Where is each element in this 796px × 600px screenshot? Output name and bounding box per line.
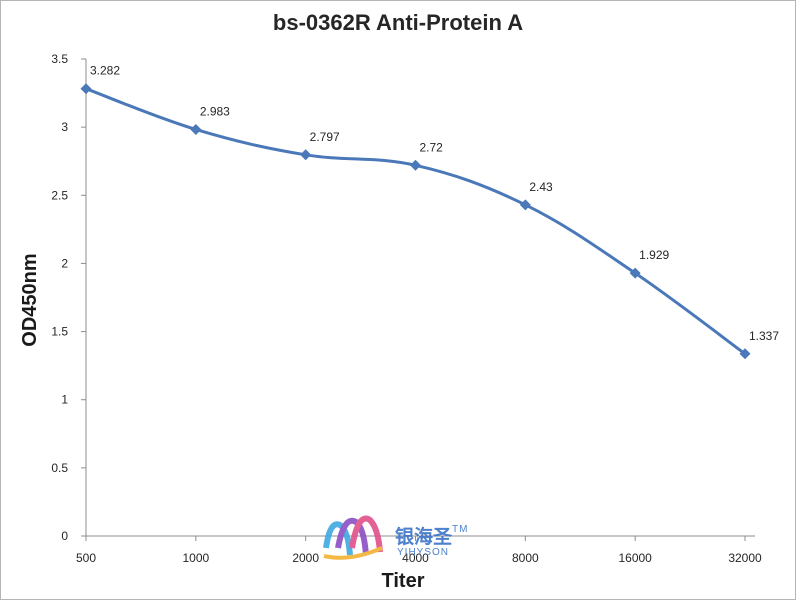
y-tick-label: 3	[61, 120, 68, 134]
x-tick-label: 32000	[728, 551, 762, 565]
x-axis-label: Titer	[382, 570, 425, 592]
y-tick-label: 0	[61, 529, 68, 543]
y-axis-ticks: 0 0.5 1 1.5 2 2.5 3 3.5	[51, 52, 86, 543]
watermark-sub: YIHYSON	[397, 547, 449, 558]
x-tick-label: 16000	[618, 551, 652, 565]
data-label: 1.337	[749, 329, 779, 343]
data-point	[80, 83, 92, 95]
data-label: 2.797	[310, 130, 340, 144]
watermark-logo: 银海圣 TM YIHYSON	[323, 515, 468, 560]
data-point	[519, 199, 531, 211]
x-tick-label: 8000	[512, 551, 539, 565]
axes	[85, 59, 755, 537]
chart-title: bs-0362R Anti-Protein A	[272, 10, 524, 35]
y-tick-label: 2.5	[51, 188, 68, 202]
y-tick-label: 2	[61, 256, 68, 270]
data-label: 1.929	[639, 248, 669, 262]
data-label: 2.43	[529, 180, 553, 194]
x-tick-label: 500	[76, 551, 96, 565]
y-tick-label: 3.5	[51, 52, 68, 66]
data-point	[410, 159, 421, 171]
x-tick-label: 1000	[182, 551, 209, 565]
x-tick-label: 2000	[292, 551, 319, 565]
y-tick-label: 0.5	[51, 461, 68, 475]
data-labels: 3.282 2.983 2.797 2.72 2.43 1.929 1.337	[90, 64, 779, 343]
y-axis-label: OD450nm	[19, 253, 41, 346]
x-axis-ticks: 500 1000 2000 4000 8000 16000 32000	[76, 536, 762, 565]
data-label: 3.282	[90, 64, 120, 78]
data-label: 2.983	[200, 104, 230, 118]
data-point	[629, 267, 641, 279]
logo-emblem-icon	[323, 515, 383, 560]
data-point	[300, 149, 312, 161]
data-point	[190, 123, 202, 135]
watermark-brand: 银海圣	[395, 525, 453, 548]
x-tick-label: 4000	[402, 551, 429, 565]
data-markers	[80, 83, 751, 360]
y-tick-label: 1.5	[51, 325, 68, 339]
y-tick-label: 1	[61, 393, 68, 407]
series-line	[85, 87, 746, 355]
watermark-trademark: TM	[452, 524, 468, 535]
data-label: 2.72	[420, 140, 444, 154]
data-point	[739, 348, 751, 360]
